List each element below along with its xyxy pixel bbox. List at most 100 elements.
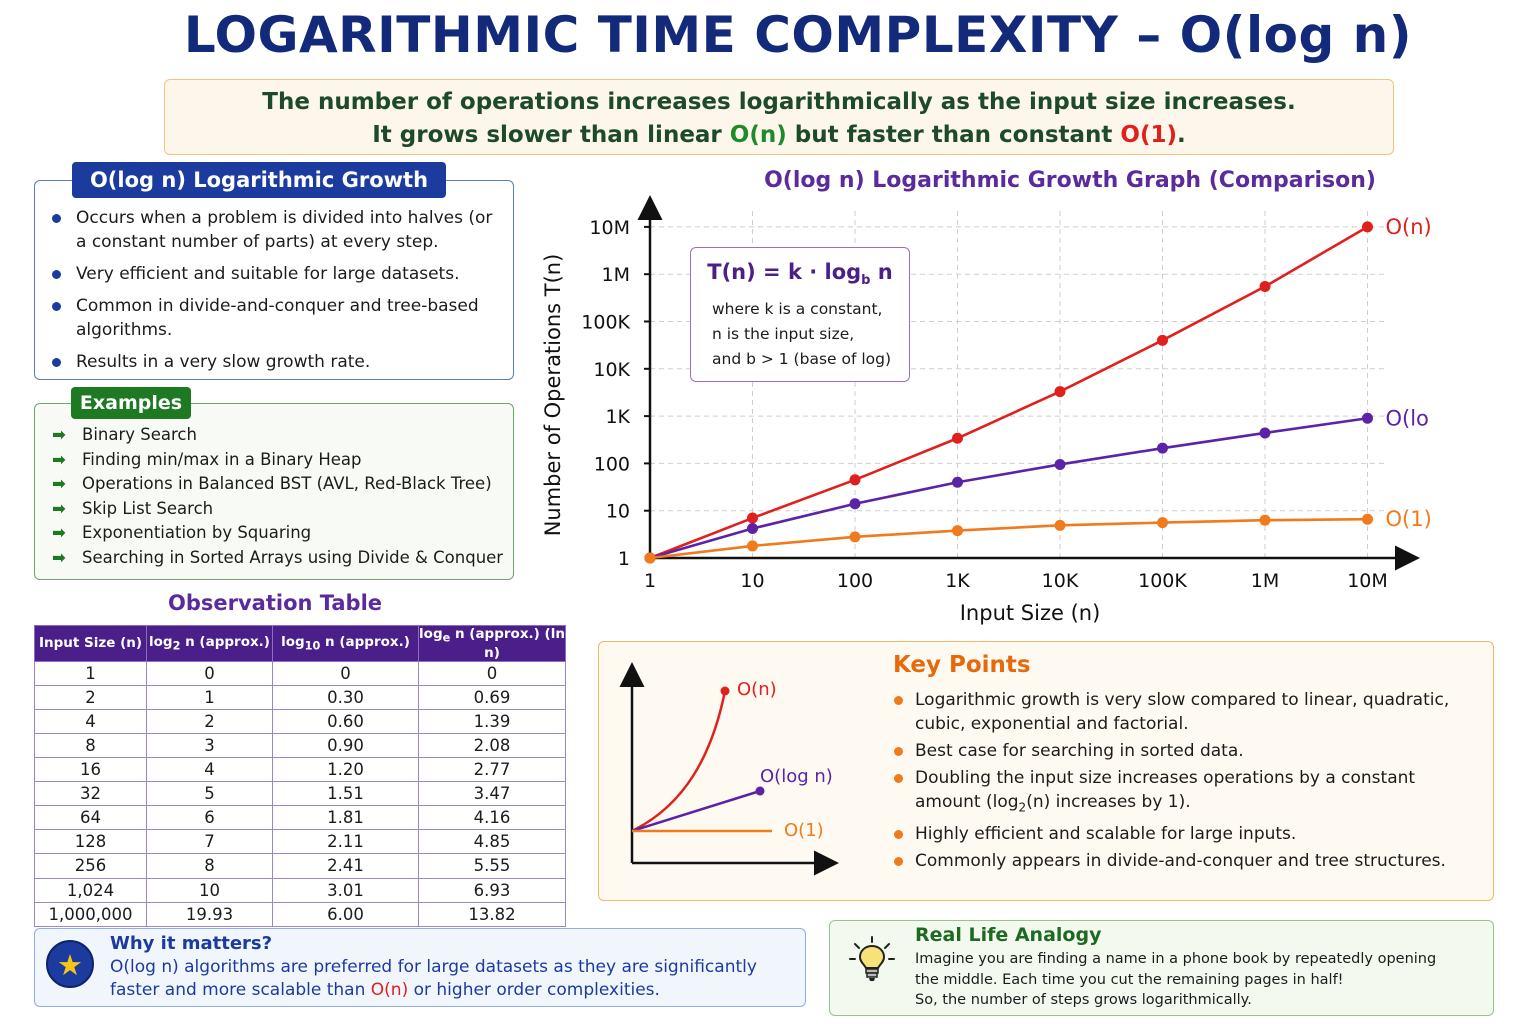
table-row: 1,024 10 3.01 6.93 [34, 877, 566, 903]
table-cell: 2.11 [272, 829, 419, 855]
y-axis-label: Number of Operations T(n) [541, 254, 565, 537]
table-cell: 4.85 [418, 829, 566, 855]
observation-table-body: 1 0 0 0 2 1 0.30 0.69 4 2 0.60 1.39 8 3 0.90 2.08 16 4 1.2… [34, 660, 566, 927]
examples-panel-title: Examples [71, 387, 191, 419]
data-point [1157, 517, 1168, 529]
series-line [649, 517, 1368, 560]
y-tick-label: 10M [589, 217, 630, 239]
log2-subscript: 2 [172, 639, 181, 653]
growth-bullet: Very efficient and suitable for large da… [50, 262, 505, 286]
x-tick-label: 10M [1347, 570, 1388, 592]
table-cell: 10 [146, 877, 273, 903]
table-cell: 2 [34, 684, 147, 710]
log2-prefix: log [149, 634, 173, 650]
x-axis-label: Input Size (n) [960, 601, 1101, 625]
key-points-list: Logarithmic growth is very slow compared… [893, 688, 1483, 876]
mini-growth-sketch: O(n) O(log n) O(1) [619, 662, 839, 876]
table-cell: 1,024 [34, 877, 147, 903]
table-cell: 0 [272, 660, 419, 686]
key-point: Highly efficient and scalable for large … [893, 822, 1483, 846]
formula-note-line: and b > 1 (base of log) [712, 350, 892, 368]
example-label: Operations in Balanced BST (AVL, Red-Bla… [82, 474, 492, 494]
table-row: 8 3 0.90 2.08 [34, 732, 566, 759]
table-cell: 19.93 [146, 901, 273, 927]
table-row: 1,000,000 19.93 6.00 13.82 [34, 901, 566, 927]
formula-notes: where k is a constant, n is the input si… [712, 297, 907, 372]
table-cell: 32 [34, 781, 147, 807]
y-tick-label: 10K [593, 359, 630, 381]
observation-table-title: Observation Table [167, 591, 383, 615]
data-point [952, 432, 963, 444]
table-cell: 7 [146, 829, 273, 855]
data-point [747, 523, 758, 535]
x-tick-label: 1K [945, 570, 970, 592]
mini-linear-label: O(n) [737, 679, 777, 700]
observation-table: Input Size (n) log2 n (approx.) log10 n … [34, 625, 566, 927]
table-cell: 128 [34, 829, 147, 855]
table-cell: 0 [146, 660, 273, 686]
ln-subscript: e [442, 631, 451, 645]
data-point [1362, 412, 1373, 424]
log10-subscript: 10 [304, 639, 321, 653]
growth-panel [34, 180, 514, 380]
table-cell: 6.00 [272, 901, 419, 927]
key-point: Commonly appears in divide-and-conquer a… [893, 849, 1483, 873]
formula-note-line: n is the input size, [712, 325, 855, 343]
growth-bullet: Occurs when a problem is divided into ha… [50, 206, 505, 254]
arrow-right-icon: ➡ [52, 474, 66, 494]
lightbulb-icon [849, 936, 895, 981]
growth-bullet: Common in divide-and-conquer and tree-ba… [50, 294, 505, 342]
table-cell: 0.60 [272, 708, 419, 734]
data-point [1259, 514, 1271, 526]
mini-log-point [755, 786, 765, 796]
star-badge: ★ [46, 940, 94, 988]
series-end-label: O(n) [1386, 215, 1431, 239]
growth-bullet: Results in a very slow growth rate. [50, 350, 505, 374]
table-row: 16 4 1.20 2.77 [34, 757, 566, 783]
formula-lhs: T(n) = k · log [707, 260, 862, 284]
mini-log-label: O(log n) [760, 766, 833, 787]
table-cell: 8 [146, 853, 273, 879]
series-line [649, 416, 1368, 560]
why-text-prefix: O(log n) algorithms are preferred for la… [110, 957, 757, 1000]
example-label: Finding min/max in a Binary Heap [82, 449, 362, 469]
col-header-log10: log10 n (approx.) [272, 625, 419, 662]
key-points-title: Key Points [893, 652, 1031, 678]
table-cell: 0.69 [418, 684, 566, 710]
example-item: ➡ Finding min/max in a Binary Heap [52, 448, 512, 473]
table-cell: 1.20 [272, 757, 419, 783]
example-item: ➡ Exponentiation by Squaring [52, 521, 512, 546]
x-tick-label: 100 [837, 570, 873, 592]
table-row: 128 7 2.11 4.85 [34, 829, 566, 855]
examples-panel [34, 403, 514, 580]
table-header-row: Input Size (n) log2 n (approx.) log10 n … [34, 625, 566, 662]
col-header-ln: loge n (approx.) (ln n) [418, 625, 566, 662]
data-point [849, 498, 861, 510]
analogy-line: So, the number of steps grows logarithmi… [915, 992, 1252, 1008]
why-title: Why it matters? [110, 933, 273, 954]
why-text: O(log n) algorithms are preferred for la… [110, 956, 800, 1002]
table-cell: 1.39 [418, 708, 566, 734]
table-cell: 16 [34, 757, 147, 783]
table-cell: 6.93 [418, 877, 566, 903]
table-cell: 1.81 [272, 805, 419, 831]
table-row: 2 1 0.30 0.69 [34, 684, 566, 710]
ln-prefix: log [419, 626, 443, 642]
table-cell: 5.55 [418, 853, 566, 879]
growth-bullet-list: Occurs when a problem is divided into ha… [50, 206, 505, 382]
example-item: ➡ Skip List Search [52, 497, 512, 522]
example-label: Exponentiation by Squaring [82, 523, 312, 543]
formula-note-line: where k is a constant, [712, 300, 883, 318]
table-cell: 0.30 [272, 684, 419, 710]
series-end-label: O(1) [1386, 507, 1431, 531]
data-point [1259, 280, 1271, 292]
formula-base: b [861, 273, 871, 289]
growth-chart: 1 10 100 1K 10K 100K 1M 10M 1 10 100 1K 10K 100K 1M 10M… [541, 195, 1431, 625]
x-tick-label: 1M [1251, 570, 1279, 592]
table-cell: 4.16 [418, 805, 566, 831]
y-tick-label: 100K [581, 312, 630, 334]
growth-panel-title: O(log n) Logarithmic Growth [72, 162, 446, 198]
table-cell: 1,000,000 [34, 901, 147, 927]
log10-suffix: n (approx.) [320, 634, 410, 650]
data-point [1054, 458, 1066, 470]
